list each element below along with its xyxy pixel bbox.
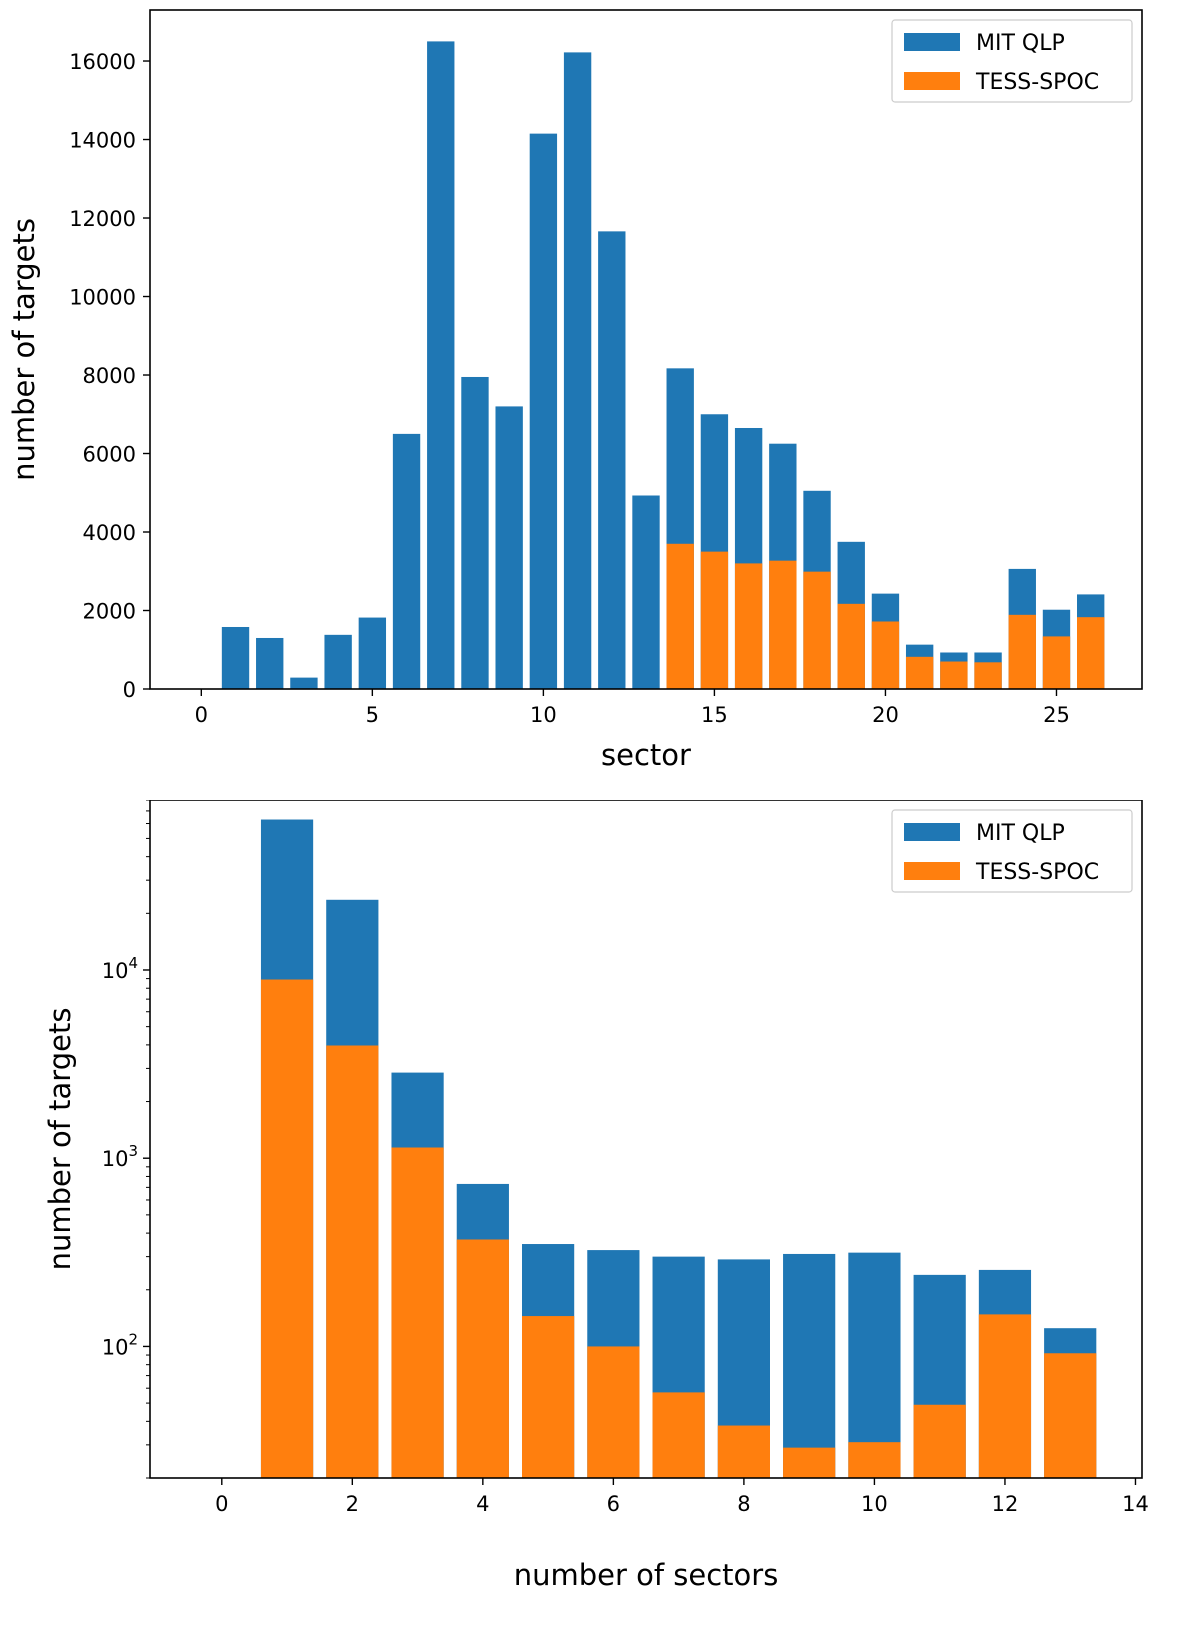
y-tick-label: 103: [102, 1142, 138, 1171]
y-tick-label: 104: [102, 954, 138, 983]
bar: [783, 1253, 836, 1478]
bar: [905, 656, 934, 689]
x-tick-label: 20: [872, 703, 899, 727]
bar: [461, 376, 489, 689]
bar: [456, 1239, 509, 1478]
y-tick-label: 6000: [83, 443, 136, 467]
bar: [391, 1147, 444, 1478]
x-tick-label: 8: [737, 1492, 750, 1516]
bar: [326, 1045, 379, 1478]
y-tick-label: 4000: [83, 521, 136, 545]
bar: [666, 543, 694, 689]
bar: [495, 406, 523, 689]
y-axis-label: number of targets: [43, 1008, 77, 1271]
bar: [734, 563, 763, 689]
bar: [427, 41, 455, 689]
bar: [260, 979, 314, 1478]
y-tick-label: 8000: [83, 364, 136, 388]
bar: [256, 637, 284, 689]
y-tick-label: 12000: [69, 207, 136, 231]
bar: [522, 1316, 575, 1478]
bar: [717, 1425, 770, 1478]
bar: [978, 1314, 1032, 1478]
legend-label: TESS-SPOC: [975, 860, 1099, 885]
bar: [803, 571, 831, 689]
bar: [974, 662, 1002, 689]
sector-histogram-chart: 0 5 10 15 20 25 0 2000 4000 6000 8000 10000 12000 140…: [7, 9, 1143, 772]
series-mit-qlp: [260, 819, 1097, 1478]
legend-swatch: [904, 862, 960, 880]
bar: [1008, 614, 1036, 689]
y-tick-label: 0: [123, 678, 136, 702]
bar: [700, 551, 729, 689]
y-axis-label: number of targets: [7, 218, 41, 481]
y-tick-label: 2000: [83, 600, 136, 624]
bar: [632, 495, 660, 689]
x-axis-label: sector: [601, 738, 691, 772]
x-tick-label: 15: [701, 703, 728, 727]
legend-label: MIT QLP: [976, 31, 1065, 56]
plot-frame: [149, 9, 1143, 690]
bar: [1077, 617, 1105, 689]
x-tick-label: 10: [861, 1492, 888, 1516]
legend: MIT QLP TESS-SPOC: [891, 809, 1133, 893]
bar: [221, 626, 250, 689]
x-tick-label: 5: [366, 703, 379, 727]
bar: [324, 634, 352, 689]
x-tick-label: 25: [1043, 703, 1070, 727]
bar: [769, 560, 797, 689]
x-tick-label: 12: [992, 1492, 1019, 1516]
x-tick-label: 0: [215, 1492, 228, 1516]
x-tick-label: 10: [530, 703, 557, 727]
legend-swatch: [904, 72, 960, 90]
y-tick-label: 14000: [69, 129, 136, 153]
bar: [871, 621, 900, 689]
x-tick-label: 6: [607, 1492, 620, 1516]
legend-swatch: [904, 33, 960, 51]
x-tick-label: 14: [1122, 1492, 1149, 1516]
legend-swatch: [904, 823, 960, 841]
bar: [848, 1252, 901, 1478]
bar: [587, 1346, 640, 1478]
bar: [940, 661, 968, 689]
bar: [529, 133, 558, 690]
y-tick-label: 10000: [69, 286, 136, 310]
plot-frame: [149, 800, 1143, 1479]
number-of-sectors-histogram-chart: 0 2 4 6 8 10 12 14 102 103 104 number of sectors num…: [43, 800, 1149, 1592]
bar: [598, 231, 626, 689]
x-axis-label: number of sectors: [514, 1558, 779, 1592]
bar: [392, 433, 421, 689]
legend: MIT QLP TESS-SPOC: [891, 19, 1133, 103]
x-tick-label: 4: [476, 1492, 489, 1516]
series-tess-spoc: [666, 543, 1105, 689]
y-tick-label: 16000: [69, 50, 136, 74]
bar: [913, 1404, 966, 1478]
legend-label: MIT QLP: [976, 821, 1065, 846]
bar: [837, 603, 865, 689]
bar: [783, 1447, 836, 1478]
bar: [652, 1392, 705, 1478]
bar: [1042, 636, 1071, 689]
x-tick-label: 0: [195, 703, 208, 727]
x-tick-label: 2: [346, 1492, 359, 1516]
y-tick-label: 102: [102, 1330, 138, 1359]
series-tess-spoc: [260, 979, 1097, 1478]
series-mit-qlp: [221, 41, 1105, 690]
bar: [290, 677, 318, 689]
bar: [848, 1442, 901, 1478]
bar: [1044, 1353, 1097, 1478]
legend-label: TESS-SPOC: [975, 70, 1099, 95]
bar: [563, 52, 592, 690]
bar: [358, 617, 387, 689]
